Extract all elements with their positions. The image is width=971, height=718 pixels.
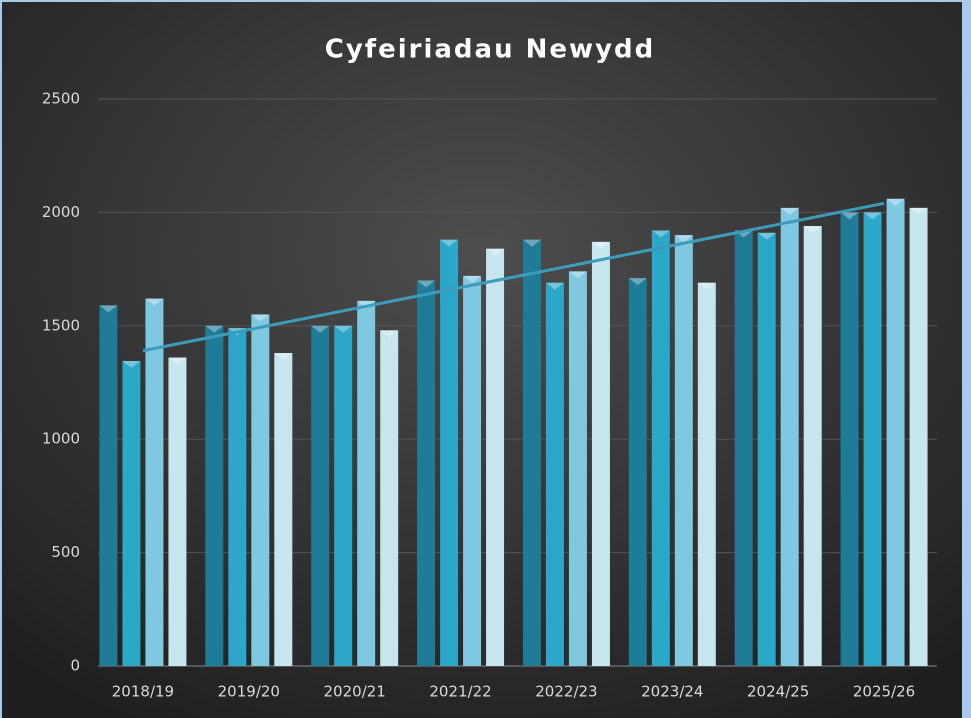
bar-cap <box>522 239 541 247</box>
y-tick-label: 1000 <box>42 430 80 448</box>
x-tick-label: 2024/25 <box>747 683 809 701</box>
y-tick-label: 1500 <box>42 316 80 334</box>
bar-cap <box>697 282 716 290</box>
y-tick-label: 0 <box>70 657 80 675</box>
y-tick-label: 500 <box>51 543 80 561</box>
bar-cap <box>99 305 118 313</box>
bar-cap <box>168 357 187 365</box>
bar <box>886 198 905 667</box>
x-tick-label: 2018/19 <box>112 683 174 701</box>
bar <box>674 235 693 666</box>
bar-cap <box>145 298 164 306</box>
bar-cap <box>417 280 436 288</box>
x-tick-label: 2025/26 <box>853 683 915 701</box>
bar <box>417 280 436 666</box>
x-tick-label: 2023/24 <box>641 683 703 701</box>
x-tick-label: 2021/22 <box>429 683 491 701</box>
bar-cap <box>780 207 799 215</box>
bar <box>122 360 141 666</box>
chart-title: Cyfeiriadau Newydd <box>325 35 655 65</box>
bar <box>463 275 482 666</box>
bar-cap <box>568 271 587 279</box>
bar <box>757 232 776 666</box>
bar <box>651 230 670 666</box>
y-tick-label: 2000 <box>42 203 80 221</box>
bar <box>380 330 399 666</box>
bar-cap <box>757 232 776 240</box>
bar-cap <box>591 241 610 249</box>
trendline <box>142 201 885 353</box>
bar-cap <box>863 212 882 220</box>
bar-cap <box>840 212 859 220</box>
bar-cap <box>274 353 293 361</box>
bar <box>486 248 505 667</box>
bar-cap <box>803 226 822 234</box>
bar-cap <box>486 248 505 256</box>
bar <box>697 282 716 666</box>
bar-cap <box>674 235 693 243</box>
bar-cap <box>440 239 459 247</box>
x-tick-label: 2019/20 <box>218 683 280 701</box>
bar <box>909 207 928 666</box>
bar-cap <box>651 230 670 238</box>
bar <box>803 226 822 666</box>
x-tick-label: 2022/23 <box>535 683 597 701</box>
bar <box>311 325 330 666</box>
bar-cap <box>628 278 647 286</box>
bar-cap <box>545 282 564 290</box>
bar-cap <box>251 314 270 322</box>
bar <box>522 239 541 666</box>
bar-cap <box>122 360 141 368</box>
y-tick-label: 2500 <box>42 90 80 108</box>
bar <box>863 212 882 666</box>
bar <box>251 314 270 666</box>
bar-cap <box>205 325 224 333</box>
bar-cap <box>909 207 928 215</box>
bar <box>168 357 187 666</box>
bar <box>440 239 459 666</box>
bar <box>145 298 164 666</box>
bar-cap <box>357 300 376 308</box>
bar-cap <box>311 325 330 333</box>
bar <box>545 282 564 666</box>
bar-cap <box>463 275 482 283</box>
bar-cap <box>886 198 905 206</box>
x-tick-label: 2020/21 <box>324 683 386 701</box>
bar <box>205 325 224 666</box>
bar-cap <box>334 325 353 333</box>
bar <box>274 353 293 666</box>
bar <box>591 241 610 666</box>
bar <box>228 328 247 666</box>
bar <box>734 230 753 666</box>
bar-cap <box>380 330 399 338</box>
bar <box>840 212 859 666</box>
bar <box>99 305 118 666</box>
bar <box>357 300 376 666</box>
bar <box>628 278 647 666</box>
bar <box>780 207 799 666</box>
bar <box>568 271 587 666</box>
bar <box>334 325 353 666</box>
